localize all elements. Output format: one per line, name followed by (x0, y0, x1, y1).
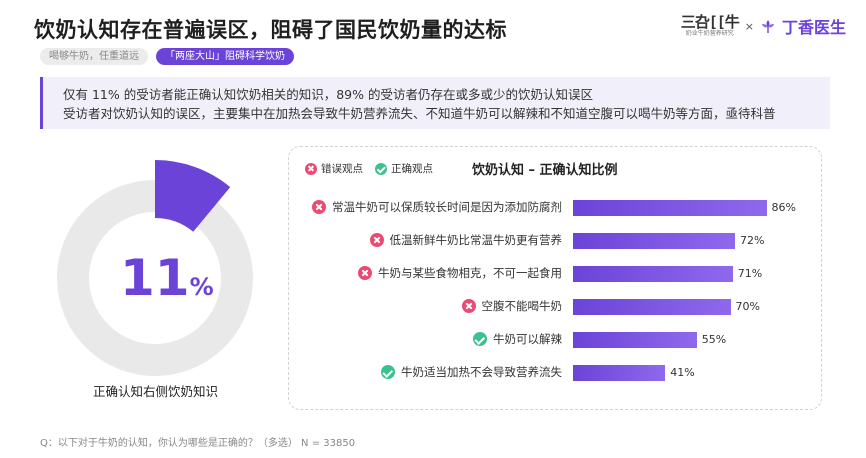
bar-category-text: 牛奶可以解辣 (493, 332, 562, 346)
donut-value: 11 (120, 249, 190, 307)
bar-chart-panel (288, 146, 822, 410)
bar (573, 200, 767, 216)
donut-slice-correct (155, 160, 231, 232)
bar-row: 牛奶可以解辣 55% (290, 330, 820, 350)
chart-legend: 错误观点 正确观点 (305, 161, 433, 176)
brand-name: 丁香医生 (781, 18, 846, 37)
bar-value-label: 86% (771, 201, 796, 214)
bar-category-text: 低温新鲜牛奶比常温牛奶更有营养 (389, 233, 563, 247)
survey-footnote: Q：以下对于牛奶的认知，你认为哪些是正确的？（多选） N = 33850 (40, 438, 356, 449)
partner-logo-sub: 奶业牛奶营养研究 (685, 30, 734, 37)
legend-right-label: 正确观点 (391, 163, 433, 175)
bar (573, 365, 666, 381)
bar-category-text: 牛奶适当加热不会导致营养流失 (401, 365, 562, 379)
bar-row: 常温牛奶可以保质较长时间是因为添加防腐剂 86% (290, 198, 820, 218)
bar-row: 牛奶适当加热不会导致营养流失 41% (290, 363, 820, 383)
bar-category-text: 空腹不能喝牛奶 (481, 299, 563, 313)
bar (573, 266, 733, 282)
bar-category-label: 牛奶与某些食物相克，不可一起食用 (358, 265, 562, 281)
brand-area: 三叴[[牛 奶业牛奶营养研究 × 丁香医生 (681, 14, 846, 38)
cross-icon (369, 233, 384, 247)
bar-value-label: 72% (740, 234, 765, 247)
cross-icon (461, 299, 476, 313)
summary-callout: 仅有 11% 的受访者能正确认知饮奶相关的知识，89% 的受访者仍存在或多或少的… (40, 77, 830, 129)
tag-purple: 「两座大山」阻碍科学饮奶 (156, 48, 294, 65)
bar-row: 低温新鲜牛奶比常温牛奶更有营养 72% (290, 231, 820, 251)
bar-category-label: 牛奶适当加热不会导致营养流失 (381, 364, 562, 380)
partner-logo-mark: 三叴[[牛 (680, 13, 740, 31)
bar-value-label: 55% (701, 333, 727, 346)
bar (573, 233, 735, 249)
bar-chart-title: 饮奶认知 – 正确认知比例 (472, 163, 618, 178)
bar-category-label: 常温牛奶可以保质较长时间是因为添加防腐剂 (312, 199, 562, 215)
page-title: 饮奶认知存在普遍误区，阻碍了国民饮奶量的达标 (34, 18, 507, 42)
legend-right: 正确观点 (375, 161, 433, 176)
bar-category-label: 牛奶可以解辣 (473, 331, 562, 347)
cross-icon (305, 162, 317, 175)
partner-logo: 三叴[[牛 奶业牛奶营养研究 (680, 13, 740, 38)
bar (573, 332, 697, 348)
donut-svg (57, 160, 253, 376)
bar (573, 299, 731, 315)
bar-value-label: 71% (737, 267, 763, 280)
summary-line-1: 仅有 11% 的受访者能正确认知饮奶相关的知识，89% 的受访者仍存在或多或少的… (63, 87, 593, 102)
brand-separator: × (744, 19, 754, 33)
summary-line-2: 受访者对饮奶认知的误区，主要集中在加热会导致牛奶营养流失、不知道牛奶可以解辣和不… (63, 106, 776, 121)
donut-caption: 正确认知右侧饮奶知识 (93, 384, 219, 399)
bar-row: 空腹不能喝牛奶 70% (290, 297, 820, 317)
legend-wrong-label: 错误观点 (321, 163, 363, 175)
bar-category-text: 牛奶与某些食物相克，不可一起食用 (378, 266, 562, 280)
donut-unit: % (189, 273, 214, 301)
check-icon (381, 365, 395, 379)
cross-icon (358, 266, 372, 280)
check-icon (375, 162, 387, 175)
bar-value-label: 70% (735, 300, 760, 313)
check-icon (473, 332, 487, 346)
cross-icon (312, 200, 326, 214)
bar-category-label: 空腹不能喝牛奶 (461, 298, 563, 314)
tag-grey: 喝够牛奶，任重道远 (40, 48, 148, 65)
tag-list: 喝够牛奶，任重道远 「两座大山」阻碍科学饮奶 (40, 48, 294, 65)
donut-chart: 11% (40, 150, 280, 380)
bar-value-label: 41% (670, 366, 695, 379)
bar-category-text: 常温牛奶可以保质较长时间是因为添加防腐剂 (332, 200, 562, 214)
legend-wrong: 错误观点 (305, 161, 363, 176)
bar-category-label: 低温新鲜牛奶比常温牛奶更有营养 (369, 232, 563, 248)
clove-flower-icon (761, 20, 774, 33)
bar-row: 牛奶与某些食物相克，不可一起食用 71% (290, 264, 820, 284)
donut-center-label: 11% (120, 250, 214, 315)
